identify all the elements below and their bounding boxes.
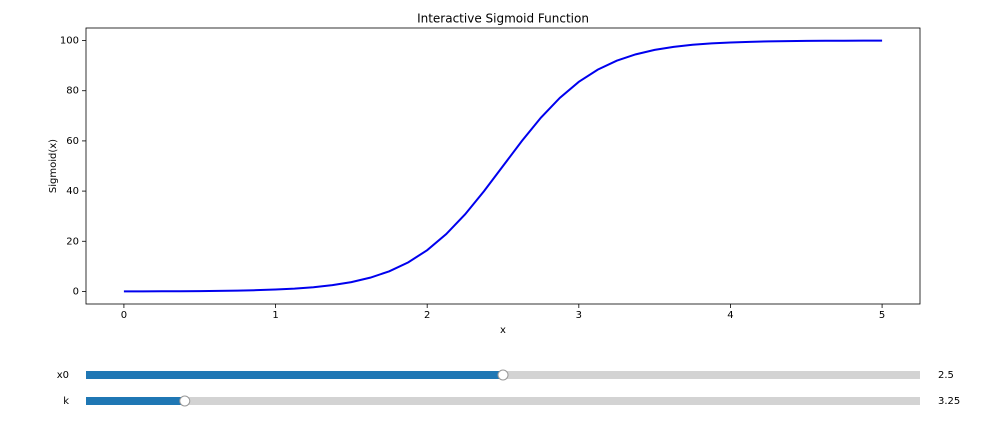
y-tick-label: 60: [66, 136, 79, 147]
slider-value: 3.25: [938, 396, 960, 407]
y-axis-label: Sigmoid(x): [48, 139, 59, 193]
x-tick-label: 4: [727, 310, 733, 321]
line-series: [123, 39, 883, 293]
slider-handle[interactable]: [179, 395, 191, 407]
x-tick-label: 5: [879, 310, 885, 321]
y-tick-label: 0: [73, 286, 79, 297]
slider-label: x0: [57, 370, 69, 381]
slider-value: 2.5: [938, 370, 954, 381]
x-tick-label: 1: [272, 310, 278, 321]
x-tick-label: 0: [121, 310, 127, 321]
slider-fill: [86, 371, 503, 379]
y-tick-label: 80: [66, 86, 79, 97]
slider-track: [86, 397, 920, 405]
x-axis-label: x: [500, 325, 506, 336]
y-tick-label: 100: [60, 36, 79, 47]
y-tick-label: 20: [66, 236, 79, 247]
x-tick-label: 3: [576, 310, 582, 321]
plot-frame: [85, 27, 921, 305]
y-tick-label: 40: [66, 186, 79, 197]
x-tick-label: 2: [424, 310, 430, 321]
chart-title: Interactive Sigmoid Function: [417, 12, 589, 26]
slider-handle[interactable]: [497, 369, 509, 381]
slider-fill: [86, 397, 185, 405]
slider-label: k: [63, 396, 69, 407]
